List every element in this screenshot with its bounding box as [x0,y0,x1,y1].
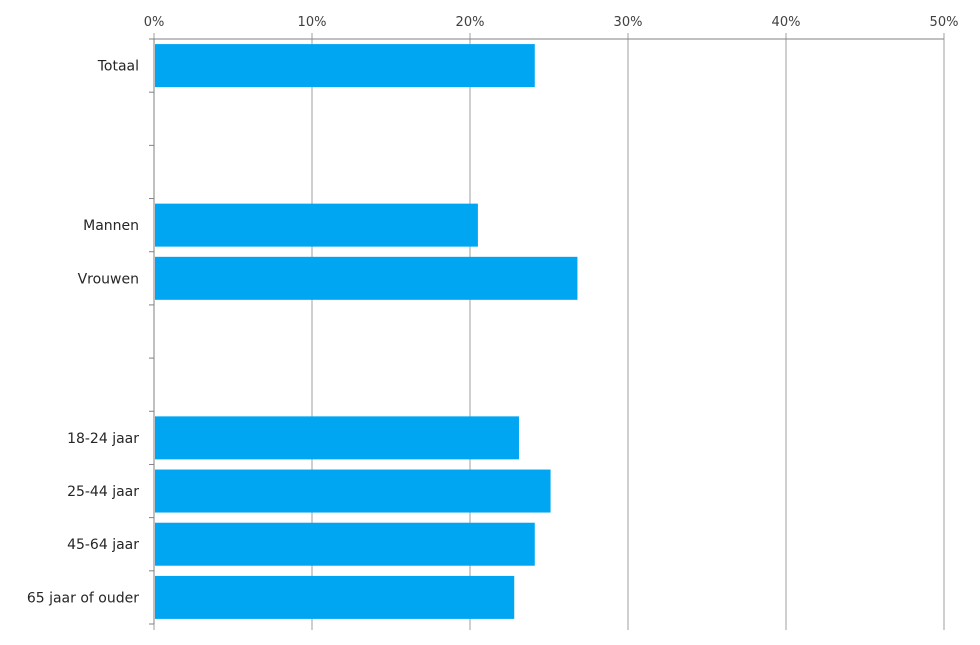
bar-0 [155,44,535,88]
bar-4 [155,469,551,513]
axes [149,38,944,625]
bar-5 [155,522,535,566]
labels: 0% 10% 20% 30% 40% 50% Totaal Mannen Vrouwen 18-2… [27,15,959,606]
x-tick-label: 10% [298,15,327,30]
bar-1 [155,203,478,247]
category-label: Vrouwen [78,271,139,287]
x-tick-label: 40% [772,15,801,30]
bar-2 [155,256,578,300]
category-label: 65 jaar of ouder [27,590,139,606]
x-tick-label: 20% [456,15,485,30]
x-tick-label: 30% [614,15,643,30]
category-label: Totaal [97,59,139,75]
category-label: Mannen [83,218,139,234]
x-tick-label: 50% [930,15,959,30]
category-label: 25-44 jaar [67,484,139,500]
bars [155,44,578,619]
category-label: 45-64 jaar [67,537,139,553]
category-label: 18-24 jaar [67,431,139,447]
bar-6 [155,575,515,619]
bar-3 [155,416,519,460]
x-tick-label: 0% [144,15,165,30]
